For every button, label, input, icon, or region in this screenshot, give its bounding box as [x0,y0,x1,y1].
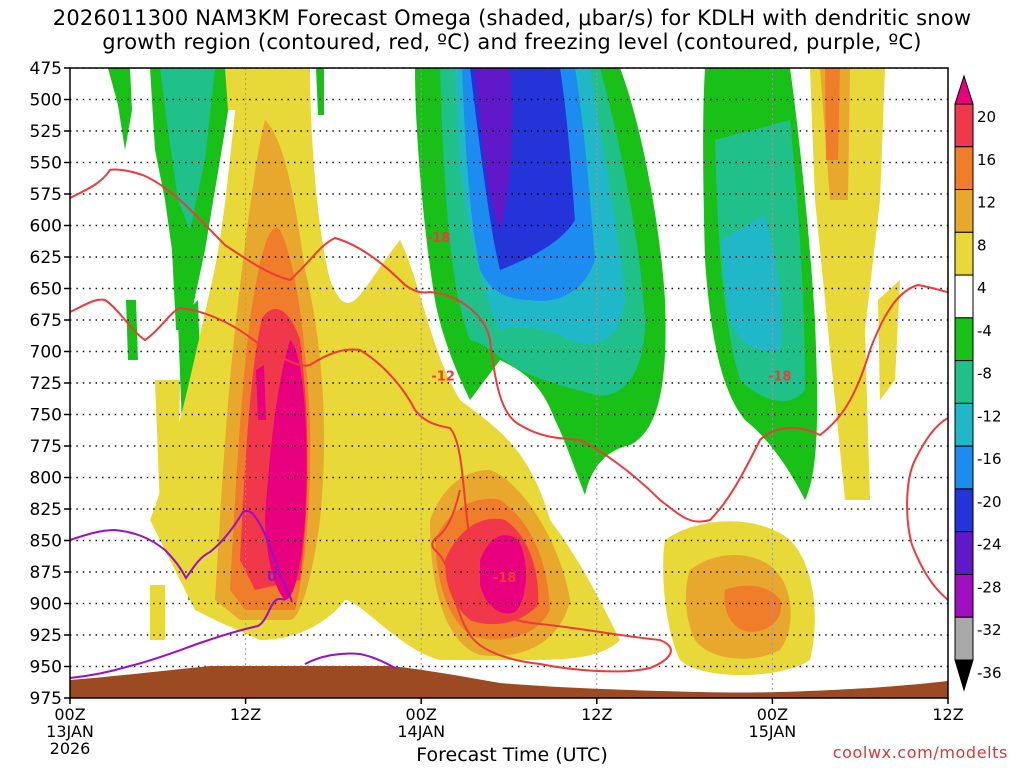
y-tick-label: 925 [30,626,62,646]
x-tick-label: 00Z [54,705,85,724]
colorbar-bin [954,402,974,447]
dgz-contours [70,168,948,673]
colorbar-bin [954,231,974,276]
contour-labels: -18 -12 -18 -18 0 [267,231,792,586]
colorbar-bin [954,616,974,661]
colorbar-bin [954,573,974,618]
y-tick-label: 900 [30,595,62,615]
y-tick-label: 750 [30,406,62,426]
y-tick-label: 625 [30,248,62,268]
gridlines [70,68,948,698]
colorbar-bin [954,488,974,533]
colorbar-label: -20 [977,493,1002,511]
colorbar-bin [954,531,974,575]
colorbar-bin [954,317,974,362]
colorbar-bin [954,189,974,233]
colorbar-label: -4 [977,322,992,340]
plot-area [70,68,948,698]
y-tick-label: 525 [30,122,62,142]
y-tick-label: 950 [30,658,62,678]
colorbar-label: 4 [977,279,987,297]
dgz-contour-label: -12 [431,369,455,384]
y-tick-label: 725 [30,374,62,394]
terrain-ground [70,666,948,698]
chart-title-line1: 2026011300 NAM3KM Forecast Omega (shaded… [52,6,972,30]
y-tick-label: 675 [30,311,62,331]
y-tick-label: 800 [30,469,62,489]
y-tick-label: 500 [30,91,62,111]
colorbar-bin [954,146,974,191]
y-tick-label: 575 [30,185,62,205]
y-tick-label: 875 [30,563,62,583]
source-credit: coolwx.com/modelts [832,743,1008,762]
y-tick-label: 550 [30,154,62,174]
colorbar-label: 8 [977,236,987,254]
x-tick-label: 12Z [230,705,261,724]
colorbar-bin [954,360,974,404]
x-tick-label: 13JAN [46,722,94,741]
colorbar-top-triangle [954,74,974,105]
y-tick-label: 975 [30,689,62,709]
chart-title-line2: growth region (contoured, red, ºC) and f… [102,30,922,54]
colorbar-label: 16 [977,151,996,169]
dgz-contour-label: -18 [427,231,451,246]
x-tick-label: 00Z [757,705,788,724]
x-tick-label: 12Z [932,705,963,724]
y-tick-label: 475 [30,59,62,79]
colorbar-bin [954,445,974,490]
y-tick-label: 825 [30,500,62,520]
y-tick-label: 850 [30,532,62,552]
x-tick-label: 15JAN [749,722,797,741]
freezing-level-label: 0 [267,570,276,585]
freezing-level-contours [70,509,396,679]
colorbar: 20 16 12 8 4 -4 -8 -12 -16 -20 -24 -28 -32 -36 [954,74,1002,692]
x-tick-label: 14JAN [397,722,445,741]
colorbar-label: -8 [977,365,992,383]
colorbar-bottom-triangle [954,659,974,692]
colorbar-label: -28 [977,578,1002,596]
colorbar-label: -36 [977,664,1002,682]
x-tick-label: 00Z [406,705,437,724]
colorbar-label: 20 [977,108,996,126]
colorbar-label: -12 [977,407,1002,425]
colorbar-label: -24 [977,536,1002,554]
y-tick-label: 775 [30,437,62,457]
omega-shading [108,68,900,675]
y-tick-label: 700 [30,343,62,363]
x-tick-label: 12Z [581,705,612,724]
colorbar-label: 12 [977,194,996,212]
y-tick-label: 650 [30,280,62,300]
dgz-contour-label: -18 [493,571,517,586]
x-tick-label: 2026 [50,739,91,758]
dgz-contour-label: -18 [768,369,792,384]
y-tick-label: 600 [30,217,62,237]
y-axis: 475 500 525 550 575 600 625 650 675 700 725 750 775 8… [30,59,70,709]
colorbar-label: -32 [977,621,1002,639]
x-axis-title: Forecast Time (UTC) [416,744,608,766]
colorbar-bin [954,274,974,319]
colorbar-label: -16 [977,450,1002,468]
colorbar-bin [954,103,974,148]
